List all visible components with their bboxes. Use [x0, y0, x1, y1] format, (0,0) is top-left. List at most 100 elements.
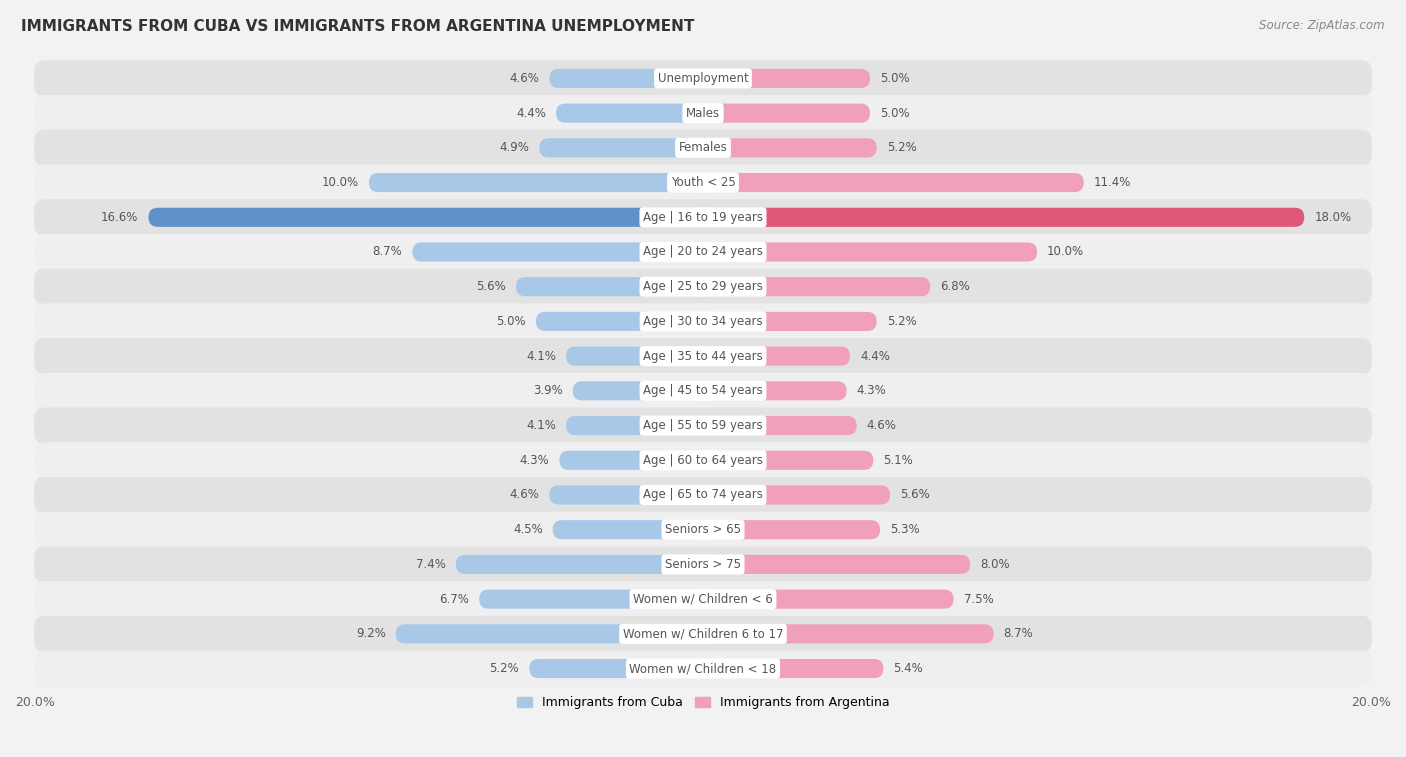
- FancyBboxPatch shape: [703, 139, 877, 157]
- FancyBboxPatch shape: [572, 382, 703, 400]
- Text: 4.1%: 4.1%: [526, 350, 555, 363]
- Text: 10.0%: 10.0%: [1047, 245, 1084, 258]
- FancyBboxPatch shape: [34, 61, 1372, 96]
- FancyBboxPatch shape: [540, 139, 703, 157]
- Text: 5.0%: 5.0%: [880, 72, 910, 85]
- Text: 4.1%: 4.1%: [526, 419, 555, 432]
- Text: 8.7%: 8.7%: [373, 245, 402, 258]
- Text: Women w/ Children 6 to 17: Women w/ Children 6 to 17: [623, 628, 783, 640]
- Text: 4.3%: 4.3%: [520, 453, 550, 467]
- FancyBboxPatch shape: [703, 277, 931, 296]
- FancyBboxPatch shape: [34, 164, 1372, 201]
- FancyBboxPatch shape: [34, 512, 1372, 548]
- FancyBboxPatch shape: [34, 304, 1372, 339]
- Text: 8.0%: 8.0%: [980, 558, 1010, 571]
- Text: Age | 65 to 74 years: Age | 65 to 74 years: [643, 488, 763, 501]
- Text: 5.0%: 5.0%: [880, 107, 910, 120]
- FancyBboxPatch shape: [560, 450, 703, 470]
- Text: Age | 20 to 24 years: Age | 20 to 24 years: [643, 245, 763, 258]
- Text: Seniors > 75: Seniors > 75: [665, 558, 741, 571]
- FancyBboxPatch shape: [34, 615, 1372, 652]
- Text: 5.6%: 5.6%: [900, 488, 929, 501]
- Text: 5.0%: 5.0%: [496, 315, 526, 328]
- FancyBboxPatch shape: [34, 407, 1372, 444]
- FancyBboxPatch shape: [456, 555, 703, 574]
- Text: 4.4%: 4.4%: [516, 107, 546, 120]
- FancyBboxPatch shape: [34, 234, 1372, 270]
- FancyBboxPatch shape: [34, 338, 1372, 374]
- FancyBboxPatch shape: [703, 312, 877, 331]
- FancyBboxPatch shape: [516, 277, 703, 296]
- Text: Source: ZipAtlas.com: Source: ZipAtlas.com: [1260, 19, 1385, 32]
- FancyBboxPatch shape: [34, 269, 1372, 305]
- Text: 4.3%: 4.3%: [856, 385, 886, 397]
- Text: Males: Males: [686, 107, 720, 120]
- FancyBboxPatch shape: [703, 382, 846, 400]
- Text: Age | 60 to 64 years: Age | 60 to 64 years: [643, 453, 763, 467]
- Text: 4.6%: 4.6%: [509, 72, 540, 85]
- Text: 9.2%: 9.2%: [356, 628, 385, 640]
- FancyBboxPatch shape: [34, 372, 1372, 409]
- FancyBboxPatch shape: [555, 104, 703, 123]
- FancyBboxPatch shape: [34, 581, 1372, 617]
- Text: 4.5%: 4.5%: [513, 523, 543, 536]
- Text: 5.1%: 5.1%: [883, 453, 912, 467]
- FancyBboxPatch shape: [34, 650, 1372, 687]
- FancyBboxPatch shape: [395, 625, 703, 643]
- FancyBboxPatch shape: [703, 69, 870, 88]
- Text: Women w/ Children < 6: Women w/ Children < 6: [633, 593, 773, 606]
- FancyBboxPatch shape: [412, 242, 703, 261]
- Text: 6.8%: 6.8%: [941, 280, 970, 293]
- FancyBboxPatch shape: [553, 520, 703, 539]
- Text: 5.2%: 5.2%: [887, 142, 917, 154]
- Text: Age | 55 to 59 years: Age | 55 to 59 years: [643, 419, 763, 432]
- FancyBboxPatch shape: [550, 69, 703, 88]
- Text: Seniors > 65: Seniors > 65: [665, 523, 741, 536]
- FancyBboxPatch shape: [567, 347, 703, 366]
- Text: Age | 45 to 54 years: Age | 45 to 54 years: [643, 385, 763, 397]
- Text: Age | 16 to 19 years: Age | 16 to 19 years: [643, 210, 763, 224]
- FancyBboxPatch shape: [703, 659, 883, 678]
- Text: Age | 30 to 34 years: Age | 30 to 34 years: [643, 315, 763, 328]
- Text: Youth < 25: Youth < 25: [671, 176, 735, 189]
- Text: 5.2%: 5.2%: [489, 662, 519, 675]
- Text: Unemployment: Unemployment: [658, 72, 748, 85]
- FancyBboxPatch shape: [34, 95, 1372, 131]
- Text: 16.6%: 16.6%: [101, 210, 138, 224]
- Text: 6.7%: 6.7%: [439, 593, 470, 606]
- FancyBboxPatch shape: [703, 173, 1084, 192]
- Legend: Immigrants from Cuba, Immigrants from Argentina: Immigrants from Cuba, Immigrants from Ar…: [512, 691, 894, 714]
- Text: Age | 35 to 44 years: Age | 35 to 44 years: [643, 350, 763, 363]
- Text: 4.6%: 4.6%: [866, 419, 897, 432]
- FancyBboxPatch shape: [550, 485, 703, 504]
- Text: 11.4%: 11.4%: [1094, 176, 1132, 189]
- Text: 7.4%: 7.4%: [416, 558, 446, 571]
- FancyBboxPatch shape: [703, 625, 994, 643]
- FancyBboxPatch shape: [34, 129, 1372, 166]
- Text: Women w/ Children < 18: Women w/ Children < 18: [630, 662, 776, 675]
- FancyBboxPatch shape: [703, 104, 870, 123]
- Text: 5.2%: 5.2%: [887, 315, 917, 328]
- FancyBboxPatch shape: [703, 520, 880, 539]
- Text: Age | 25 to 29 years: Age | 25 to 29 years: [643, 280, 763, 293]
- Text: 4.6%: 4.6%: [509, 488, 540, 501]
- FancyBboxPatch shape: [149, 207, 703, 227]
- FancyBboxPatch shape: [567, 416, 703, 435]
- Text: Females: Females: [679, 142, 727, 154]
- Text: 3.9%: 3.9%: [533, 385, 562, 397]
- Text: 5.3%: 5.3%: [890, 523, 920, 536]
- FancyBboxPatch shape: [479, 590, 703, 609]
- FancyBboxPatch shape: [703, 242, 1038, 261]
- Text: 5.6%: 5.6%: [477, 280, 506, 293]
- Text: 10.0%: 10.0%: [322, 176, 359, 189]
- FancyBboxPatch shape: [368, 173, 703, 192]
- Text: 8.7%: 8.7%: [1004, 628, 1033, 640]
- FancyBboxPatch shape: [703, 590, 953, 609]
- Text: 4.9%: 4.9%: [499, 142, 529, 154]
- Text: IMMIGRANTS FROM CUBA VS IMMIGRANTS FROM ARGENTINA UNEMPLOYMENT: IMMIGRANTS FROM CUBA VS IMMIGRANTS FROM …: [21, 19, 695, 34]
- FancyBboxPatch shape: [529, 659, 703, 678]
- FancyBboxPatch shape: [703, 416, 856, 435]
- FancyBboxPatch shape: [703, 555, 970, 574]
- FancyBboxPatch shape: [703, 347, 851, 366]
- FancyBboxPatch shape: [703, 450, 873, 470]
